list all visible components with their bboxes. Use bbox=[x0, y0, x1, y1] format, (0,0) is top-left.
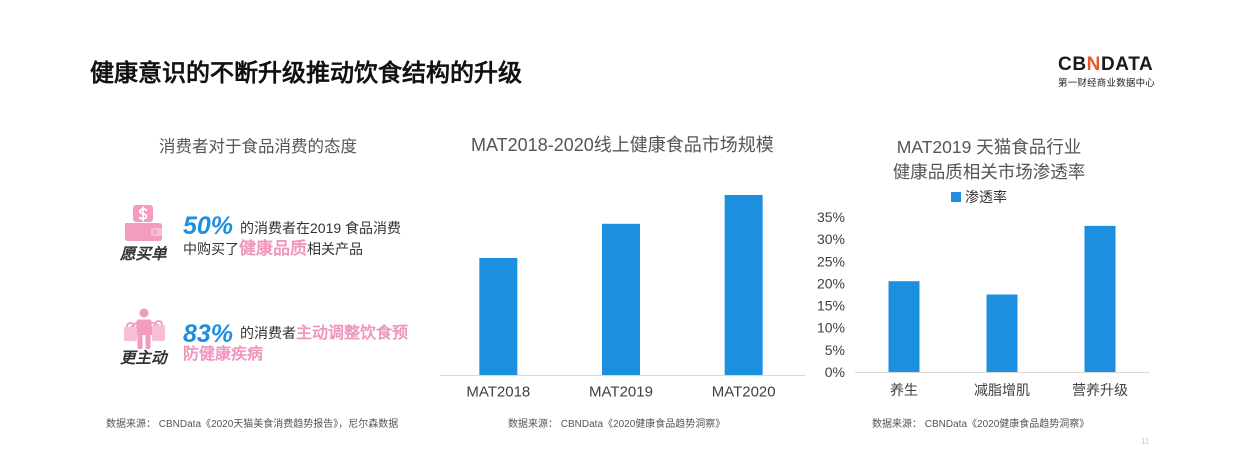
wallet-dollar-icon bbox=[125, 205, 162, 241]
x-tick-label: MAT2019 bbox=[589, 384, 653, 401]
item-text-segment: 的消费者 bbox=[240, 325, 296, 341]
market-size-source-note: 数据来源： CBNData《2020健康食品趋势洞察》 bbox=[508, 419, 726, 430]
x-tick-label: MAT2020 bbox=[712, 384, 776, 401]
y-tick-label: 30% bbox=[817, 231, 845, 247]
item-text-highlight: 防健康疾病 bbox=[183, 346, 264, 363]
y-tick-label: 10% bbox=[817, 320, 845, 336]
penetration-bar-2 bbox=[1084, 225, 1116, 372]
penetration-chart-title-line2: 健康品质相关市场渗透率 bbox=[892, 162, 1086, 182]
item-label-more-proactive: 更主动 bbox=[120, 350, 167, 367]
left-source-note: 数据来源： CBNData《2020天猫美食消费趋势报告》，尼尔森数据 bbox=[106, 419, 399, 430]
item-text-segment: 中购买了 bbox=[183, 241, 239, 257]
x-tick-label: 减脂增肌 bbox=[974, 382, 1030, 398]
logo-text-data: DATA bbox=[1100, 54, 1154, 75]
item-percent-83: 83% bbox=[183, 320, 234, 348]
x-tick-label: MAT2018 bbox=[466, 384, 530, 401]
y-tick-label: 15% bbox=[817, 298, 845, 314]
market-size-chart: MAT2018 MAT2019 MAT2020 bbox=[440, 195, 805, 401]
x-tick-label: 营养升级 bbox=[1072, 382, 1128, 398]
item-text-line2: 防健康疾病 bbox=[183, 345, 263, 365]
cbndata-logo: CBNDATA bbox=[1058, 54, 1153, 76]
logo-subtitle: 第一财经商业数据中心 bbox=[1058, 78, 1156, 89]
market-size-chart-title: MAT2018-2020线上健康食品市场规模 bbox=[471, 135, 774, 155]
logo-text-cb: CB bbox=[1058, 54, 1087, 75]
logo-text-n: N bbox=[1086, 54, 1101, 75]
page-title: 健康意识的不断升级推动饮食结构的升级 bbox=[90, 60, 522, 87]
y-tick-label: 35% bbox=[817, 209, 845, 225]
legend-label: 渗透率 bbox=[965, 189, 1007, 205]
item-label-willing-to-pay: 愿买单 bbox=[120, 246, 167, 263]
penetration-chart-title: MAT2019 天猫食品行业 健康品质相关市场渗透率 bbox=[871, 135, 1107, 185]
penetration-bar-0 bbox=[888, 281, 920, 372]
legend-swatch bbox=[951, 192, 961, 202]
x-tick-label: 养生 bbox=[890, 382, 918, 398]
y-tick-label: 5% bbox=[825, 342, 845, 358]
bar-mat2018 bbox=[479, 258, 518, 375]
left-panel-heading: 消费者对于食品消费的态度 bbox=[159, 138, 357, 156]
item-text-line2: 中购买了 健康品质 相关产品 bbox=[183, 239, 363, 259]
item-text-segment: 的消费者在2019 食品消费 bbox=[240, 220, 402, 236]
page-number: 11 bbox=[1141, 437, 1150, 446]
item-text-highlight: 健康品质 bbox=[239, 239, 307, 258]
bar-mat2019 bbox=[602, 223, 640, 375]
y-tick-label: 25% bbox=[817, 253, 845, 269]
penetration-bar-1 bbox=[986, 294, 1018, 372]
item-text-segment: 相关产品 bbox=[307, 241, 363, 257]
item-text-line1: 的消费者在2019 食品消费 bbox=[240, 218, 401, 238]
y-tick-label: 0% bbox=[825, 364, 845, 380]
penetration-source-note: 数据来源： CBNData《2020健康食品趋势洞察》 bbox=[872, 419, 1090, 430]
penetration-chart: 0% 5% 10% 15% 20% 25% 30% 35% 养生 减脂增肌 营养升级 bbox=[817, 209, 1150, 398]
penetration-chart-title-line1: MAT2019 天猫食品行业 bbox=[896, 137, 1082, 157]
bar-mat2020 bbox=[724, 195, 763, 375]
item-percent-50: 50% bbox=[183, 212, 234, 240]
shopper-bags-icon bbox=[124, 308, 165, 349]
y-tick-label: 20% bbox=[817, 275, 845, 291]
item-text-line1: 的消费者 主动调整饮食预 bbox=[240, 323, 408, 343]
item-text-highlight: 主动调整饮食预 bbox=[296, 325, 409, 342]
